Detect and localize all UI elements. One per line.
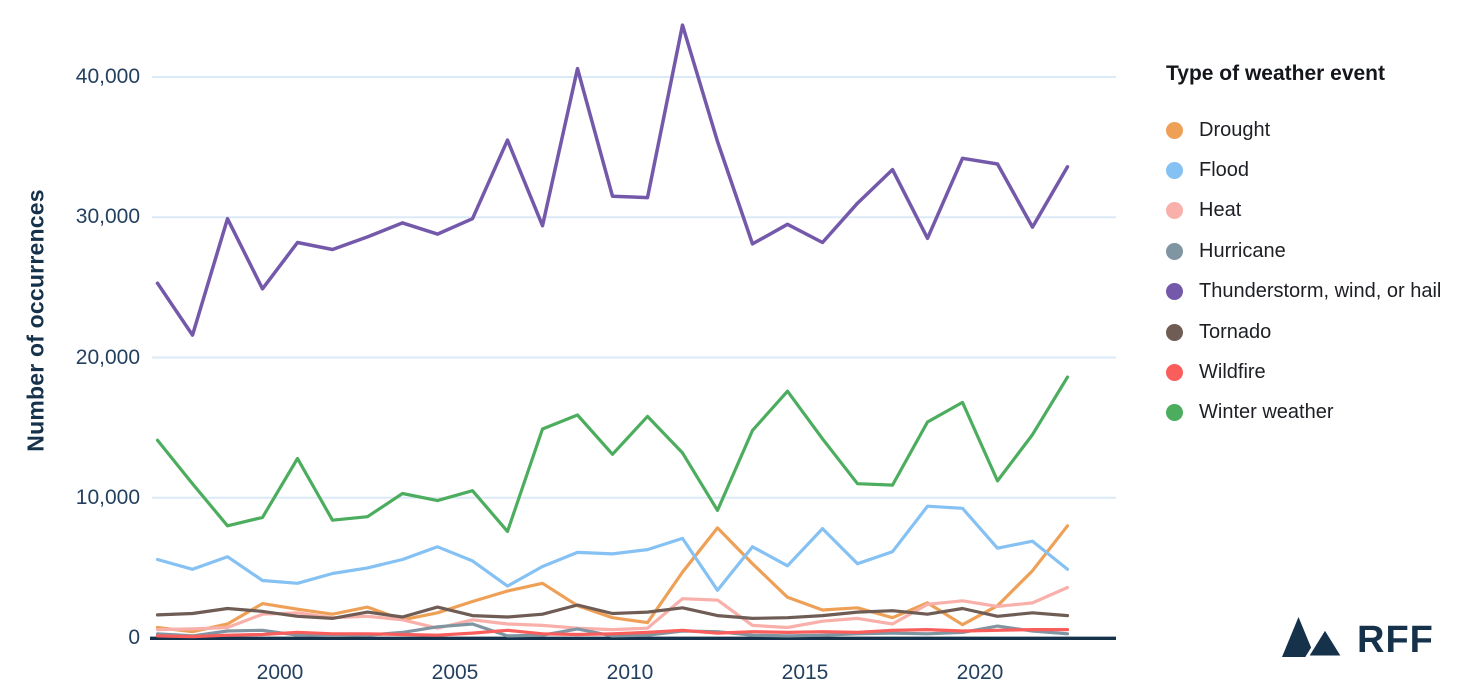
legend-items: Drought Flood Heat Hurricane Thunderstorm, w… bbox=[1166, 110, 1466, 433]
legend-item-label: Hurricane bbox=[1199, 239, 1286, 262]
legend-item-label: Drought bbox=[1199, 118, 1271, 141]
legend-item-flood: Flood bbox=[1166, 150, 1466, 190]
legend-item-label: Tornado bbox=[1199, 320, 1272, 343]
y-tick-label-10000: 10,000 bbox=[75, 485, 140, 509]
series-line-wildfire bbox=[155, 627, 1070, 639]
series-line-hurricane bbox=[155, 622, 1070, 638]
legend-dot-drought bbox=[1166, 121, 1183, 139]
series-line-thunderstorm-wind-or-hail bbox=[155, 23, 1070, 337]
logo-text: RFF bbox=[1357, 619, 1434, 661]
legend-item-label: Heat bbox=[1199, 199, 1242, 222]
legend-item-label: Flood bbox=[1199, 159, 1250, 182]
legend-item-drought: Drought bbox=[1166, 110, 1466, 150]
legend-item-label: Wildfire bbox=[1199, 361, 1266, 384]
legend-dot-heat bbox=[1166, 202, 1183, 220]
legend-item-heat: Heat bbox=[1166, 191, 1466, 231]
legend-dot-tornado bbox=[1166, 323, 1183, 341]
legend-dot-wildfire bbox=[1166, 364, 1183, 382]
legend-item-winter-weather: Winter weather bbox=[1166, 393, 1466, 433]
rff-logo[interactable]: RFF bbox=[1280, 608, 1450, 664]
legend-item-thunderstorm-wind-or-hail: Thunderstorm, wind, or hail bbox=[1166, 272, 1466, 312]
legend-dot-flood bbox=[1166, 162, 1183, 180]
series-line-tornado bbox=[155, 603, 1070, 621]
legend-item-label: Winter weather bbox=[1199, 401, 1334, 424]
legend-item-tornado: Tornado bbox=[1166, 312, 1466, 352]
series-line-flood bbox=[155, 504, 1070, 592]
x-tick-label-2005: 2005 bbox=[431, 661, 479, 684]
y-tick-label-0: 0 bbox=[128, 626, 140, 649]
logo-mountain-large bbox=[1282, 617, 1315, 657]
y-tick-label-40000: 40,000 bbox=[75, 65, 140, 88]
y-tick-label-20000: 20,000 bbox=[75, 345, 140, 369]
y-tick-label-30000: 30,000 bbox=[75, 205, 140, 229]
legend-item-label: Thunderstorm, wind, or hail bbox=[1199, 280, 1442, 303]
logo-mountain-small bbox=[1305, 626, 1345, 659]
legend-dot-hurricane bbox=[1166, 242, 1183, 260]
x-tick-label-2010: 2010 bbox=[606, 661, 654, 684]
legend-title: Type of weather event bbox=[1166, 62, 1386, 85]
x-tick-label-2000: 2000 bbox=[256, 661, 304, 684]
legend-item-hurricane: Hurricane bbox=[1166, 231, 1466, 271]
series-line-heat bbox=[155, 585, 1070, 632]
legend-dot-thunderstorm-wind-or-hail bbox=[1166, 283, 1183, 301]
legend-dot-winter-weather bbox=[1166, 404, 1183, 422]
legend-item-wildfire: Wildfire bbox=[1166, 352, 1466, 392]
series-line-drought bbox=[155, 524, 1070, 634]
x-tick-label-2020: 2020 bbox=[956, 661, 1004, 684]
x-tick-label-2015: 2015 bbox=[781, 661, 829, 684]
legend: Type of weather event Drought Flood Heat Hu… bbox=[1166, 62, 1466, 433]
series-line-winter-weather bbox=[155, 375, 1070, 534]
